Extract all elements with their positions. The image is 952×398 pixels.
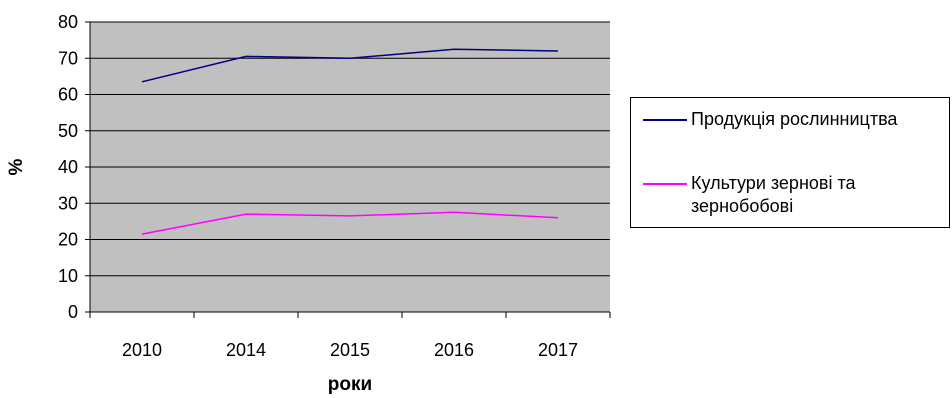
x-tick-label: 2010 [122,340,162,360]
x-axis-title: роки [328,374,372,395]
series-line-1 [141,211,559,235]
x-tick-label: 2015 [330,340,370,360]
y-tick-label: 50 [58,121,78,141]
legend-label-crop-production: Продукція рослинництва [691,109,898,129]
x-tick-label: 2016 [434,340,474,360]
x-tick-labels: 2010 2014 2015 2016 2017 [89,312,611,360]
series-lines [141,48,559,235]
y-axis-title: % [6,158,27,175]
legend-item-grain-crops: Культури зернові та зернобобові [643,172,931,218]
x-tick-label: 2017 [538,340,578,360]
y-tick-label: 80 [58,12,78,32]
legend-swatch-crop-production [643,119,687,121]
legend: Продукція рослинництва Культури зернові … [630,97,950,228]
legend-swatch-grain-crops [643,183,687,185]
y-tick-labels: 0 10 20 30 40 50 60 70 80 [58,12,90,322]
y-tick-label: 70 [58,48,78,68]
legend-item-crop-production: Продукція рослинництва [643,108,931,131]
series-line-0 [141,48,559,83]
x-tick-label: 2014 [226,340,266,360]
gridlines [90,21,610,277]
y-tick-label: 40 [58,157,78,177]
y-tick-label: 30 [58,193,78,213]
legend-label-grain-crops: Культури зернові та зернобобові [691,173,856,216]
y-tick-label: 60 [58,85,78,105]
y-tick-label: 20 [58,230,78,250]
y-tick-label: 0 [68,302,78,322]
y-tick-label: 10 [58,266,78,286]
